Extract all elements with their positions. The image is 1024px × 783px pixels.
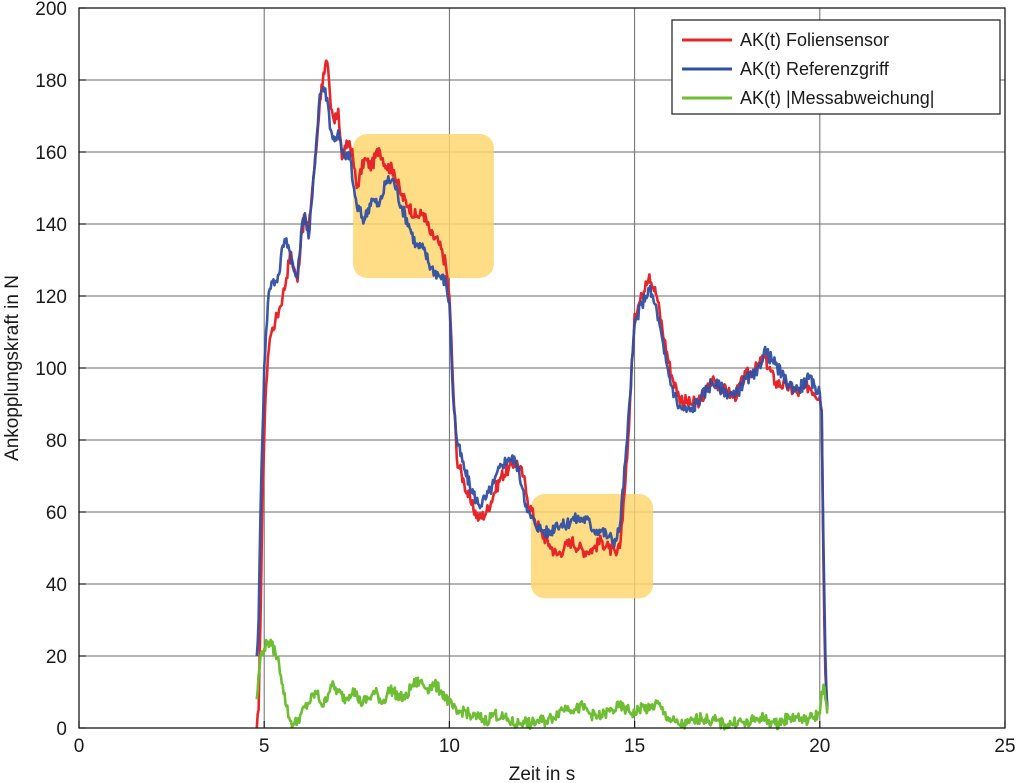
x-tick-label: 5 bbox=[259, 736, 270, 757]
y-tick-label: 100 bbox=[35, 359, 67, 380]
series-lines bbox=[255, 59, 829, 731]
y-tick-label: 180 bbox=[35, 71, 67, 92]
y-tick-label: 40 bbox=[46, 575, 67, 596]
legend-label-messabweichung: AK(t) |Messabweichung| bbox=[740, 88, 934, 108]
legend-label-foliensensor: AK(t) Foliensensor bbox=[740, 30, 889, 50]
series-line-foliensensor bbox=[255, 59, 829, 729]
x-axis-ticks: 0 5 10 15 20 25 bbox=[74, 721, 1016, 757]
y-tick-label: 60 bbox=[46, 503, 67, 524]
x-tick-label: 10 bbox=[439, 736, 460, 757]
y-tick-label: 140 bbox=[35, 215, 67, 236]
x-axis-label: Zeit in s bbox=[509, 764, 576, 783]
x-tick-label: 0 bbox=[74, 736, 85, 757]
y-axis-ticks: 0 20 40 60 80 100 120 140 160 180 200 bbox=[35, 0, 86, 740]
y-tick-label: 80 bbox=[46, 431, 67, 452]
y-axis-label: Ankopplungskraft in N bbox=[2, 275, 23, 461]
y-tick-label: 20 bbox=[46, 647, 67, 668]
y-tick-label: 120 bbox=[35, 287, 67, 308]
series-line-messabweichung bbox=[255, 638, 829, 731]
series-line-referenzgriff bbox=[255, 85, 829, 707]
y-tick-label: 160 bbox=[35, 143, 67, 164]
y-tick-label: 0 bbox=[56, 719, 67, 740]
x-tick-label: 15 bbox=[624, 736, 645, 757]
legend-label-referenzgriff: AK(t) Referenzgriff bbox=[740, 59, 890, 79]
x-tick-label: 20 bbox=[809, 736, 830, 757]
legend: AK(t) Foliensensor AK(t) Referenzgriff A… bbox=[671, 19, 1001, 115]
x-tick-label: 25 bbox=[994, 736, 1015, 757]
grid bbox=[78, 7, 1006, 729]
y-tick-label: 200 bbox=[35, 0, 67, 20]
